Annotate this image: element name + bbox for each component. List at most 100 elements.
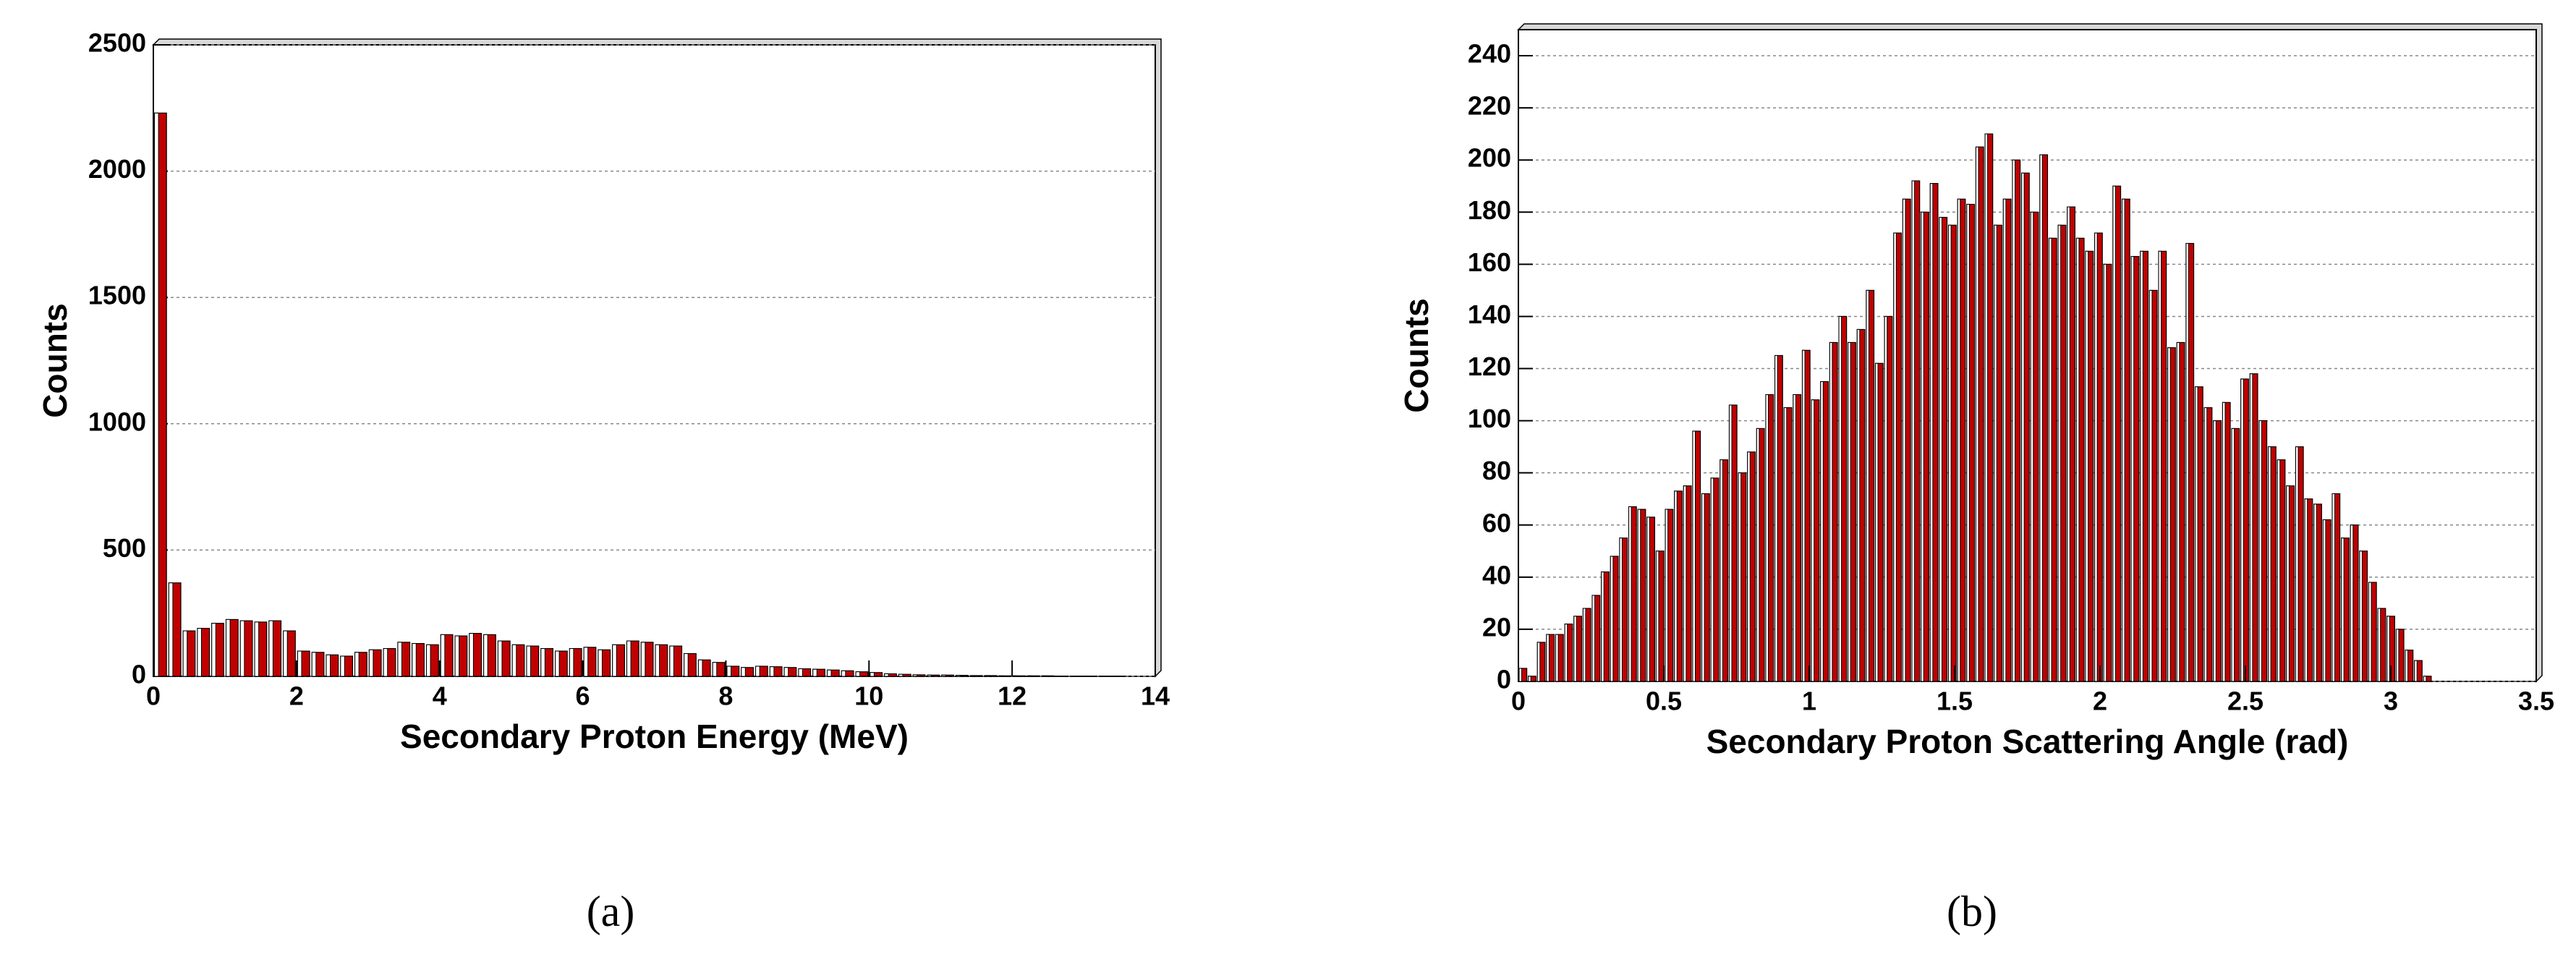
y-tick-label: 140	[1468, 299, 1511, 329]
bar-highlight	[927, 674, 932, 677]
bar-highlight	[340, 655, 345, 677]
bar-highlight	[2231, 428, 2235, 682]
bar-highlight	[555, 650, 560, 677]
bar-highlight	[1573, 616, 1577, 682]
y-tick-label: 0	[1497, 665, 1511, 694]
bar-highlight	[2405, 650, 2409, 682]
bar-highlight	[2240, 378, 2244, 682]
bar-highlight	[2167, 347, 2171, 682]
bar-highlight	[741, 667, 746, 677]
x-tick-label: 2.5	[2227, 686, 2263, 716]
bar-highlight	[855, 671, 861, 677]
bar-highlight	[898, 673, 904, 677]
bar-highlight	[1765, 394, 1769, 682]
bar-highlight	[841, 670, 846, 677]
bar-highlight	[2368, 582, 2372, 682]
bar-highlight	[454, 635, 460, 677]
bar-highlight	[2057, 224, 2062, 682]
bar-highlight	[483, 634, 488, 677]
bar-highlight	[1528, 676, 1531, 682]
bar-highlight	[182, 630, 188, 677]
bar-highlight	[2195, 386, 2198, 682]
bar-highlight	[2377, 608, 2381, 682]
bar-highlight	[884, 673, 889, 677]
x-tick-label: 1	[1802, 686, 1816, 716]
bar-highlight	[640, 642, 646, 677]
y-tick-label: 180	[1468, 195, 1511, 225]
bar-highlight	[2213, 420, 2216, 682]
bar-highlight	[1939, 216, 1942, 682]
bar-highlight	[1975, 146, 1979, 682]
x-tick-label: 8	[718, 681, 733, 711]
bar-highlight	[1518, 668, 1523, 682]
bar-highlight	[2313, 503, 2317, 682]
bar-highlight	[1628, 506, 1632, 682]
y-tick-label: 200	[1468, 143, 1511, 173]
y-tick-label: 1500	[88, 281, 146, 310]
bar-highlight	[2258, 420, 2263, 682]
bar-highlight	[1564, 624, 1568, 682]
bar-highlight	[941, 674, 946, 677]
bar-highlight	[2158, 250, 2162, 682]
y-tick-label: 120	[1468, 352, 1511, 381]
x-tick-label: 2	[289, 681, 304, 711]
y-tick-label: 80	[1482, 456, 1511, 485]
bar-highlight	[1655, 550, 1659, 682]
bar-highlight	[2222, 401, 2226, 682]
bar-highlight	[239, 620, 245, 677]
bar-highlight	[2067, 206, 2070, 682]
bar-highlight	[2304, 498, 2308, 682]
bar-highlight	[1866, 289, 1869, 682]
bar-highlight	[2039, 154, 2043, 682]
bar-highlight	[2122, 198, 2125, 682]
bar-highlight	[1966, 203, 1970, 682]
bar-highlight	[669, 645, 674, 677]
bar-highlight	[583, 647, 589, 677]
bar-highlight	[612, 644, 617, 677]
y-tick-label: 100	[1468, 404, 1511, 433]
bar-highlight	[2012, 159, 2016, 682]
y-tick-label: 60	[1482, 508, 1511, 537]
bar-highlight	[1774, 355, 1778, 682]
bar-highlight	[1829, 341, 1833, 682]
x-tick-label: 4	[433, 681, 447, 711]
bar-highlight	[812, 668, 817, 677]
bar-highlight	[1994, 224, 1997, 682]
bar-highlight	[1848, 341, 1851, 682]
bar-highlight	[726, 665, 732, 677]
bar-highlight	[1619, 537, 1623, 682]
bar-highlight	[1710, 477, 1714, 682]
bar-highlight	[1802, 349, 1806, 682]
y-axis-title: Counts	[36, 303, 74, 417]
bar-highlight	[1536, 642, 1541, 682]
y-tick-label: 240	[1468, 39, 1511, 69]
bar-highlight	[1984, 133, 1989, 682]
bar-highlight	[1738, 472, 1742, 682]
bar-highlight	[2203, 407, 2208, 682]
y-tick-label: 20	[1482, 612, 1511, 642]
plot-frame	[153, 44, 1156, 677]
x-tick-label: 2	[2093, 686, 2107, 716]
bar-highlight	[154, 112, 159, 677]
bar-highlight	[684, 653, 689, 677]
bar-highlight	[712, 662, 718, 677]
bar-highlight	[226, 618, 231, 677]
bar-highlight	[912, 674, 918, 677]
bar-highlight	[1820, 381, 1824, 682]
y-tick-label: 2500	[88, 28, 146, 58]
bar-highlight	[1893, 232, 1897, 682]
x-axis-title: Secondary Proton Energy (MeV)	[400, 718, 909, 755]
y-axis-title: Counts	[1398, 298, 1435, 412]
bar-highlight	[1582, 608, 1586, 682]
bar-highlight	[1683, 485, 1687, 682]
bar-highlight	[2030, 211, 2034, 682]
bar-highlight	[2322, 519, 2326, 682]
bar-highlight	[1838, 315, 1842, 682]
bar-highlight	[2075, 237, 2080, 682]
bar-highlight	[1793, 394, 1796, 682]
bar-highlight	[1546, 634, 1550, 682]
bar-highlight	[2423, 676, 2427, 682]
bar-highlight	[168, 582, 174, 677]
bar-highlight	[511, 644, 517, 677]
